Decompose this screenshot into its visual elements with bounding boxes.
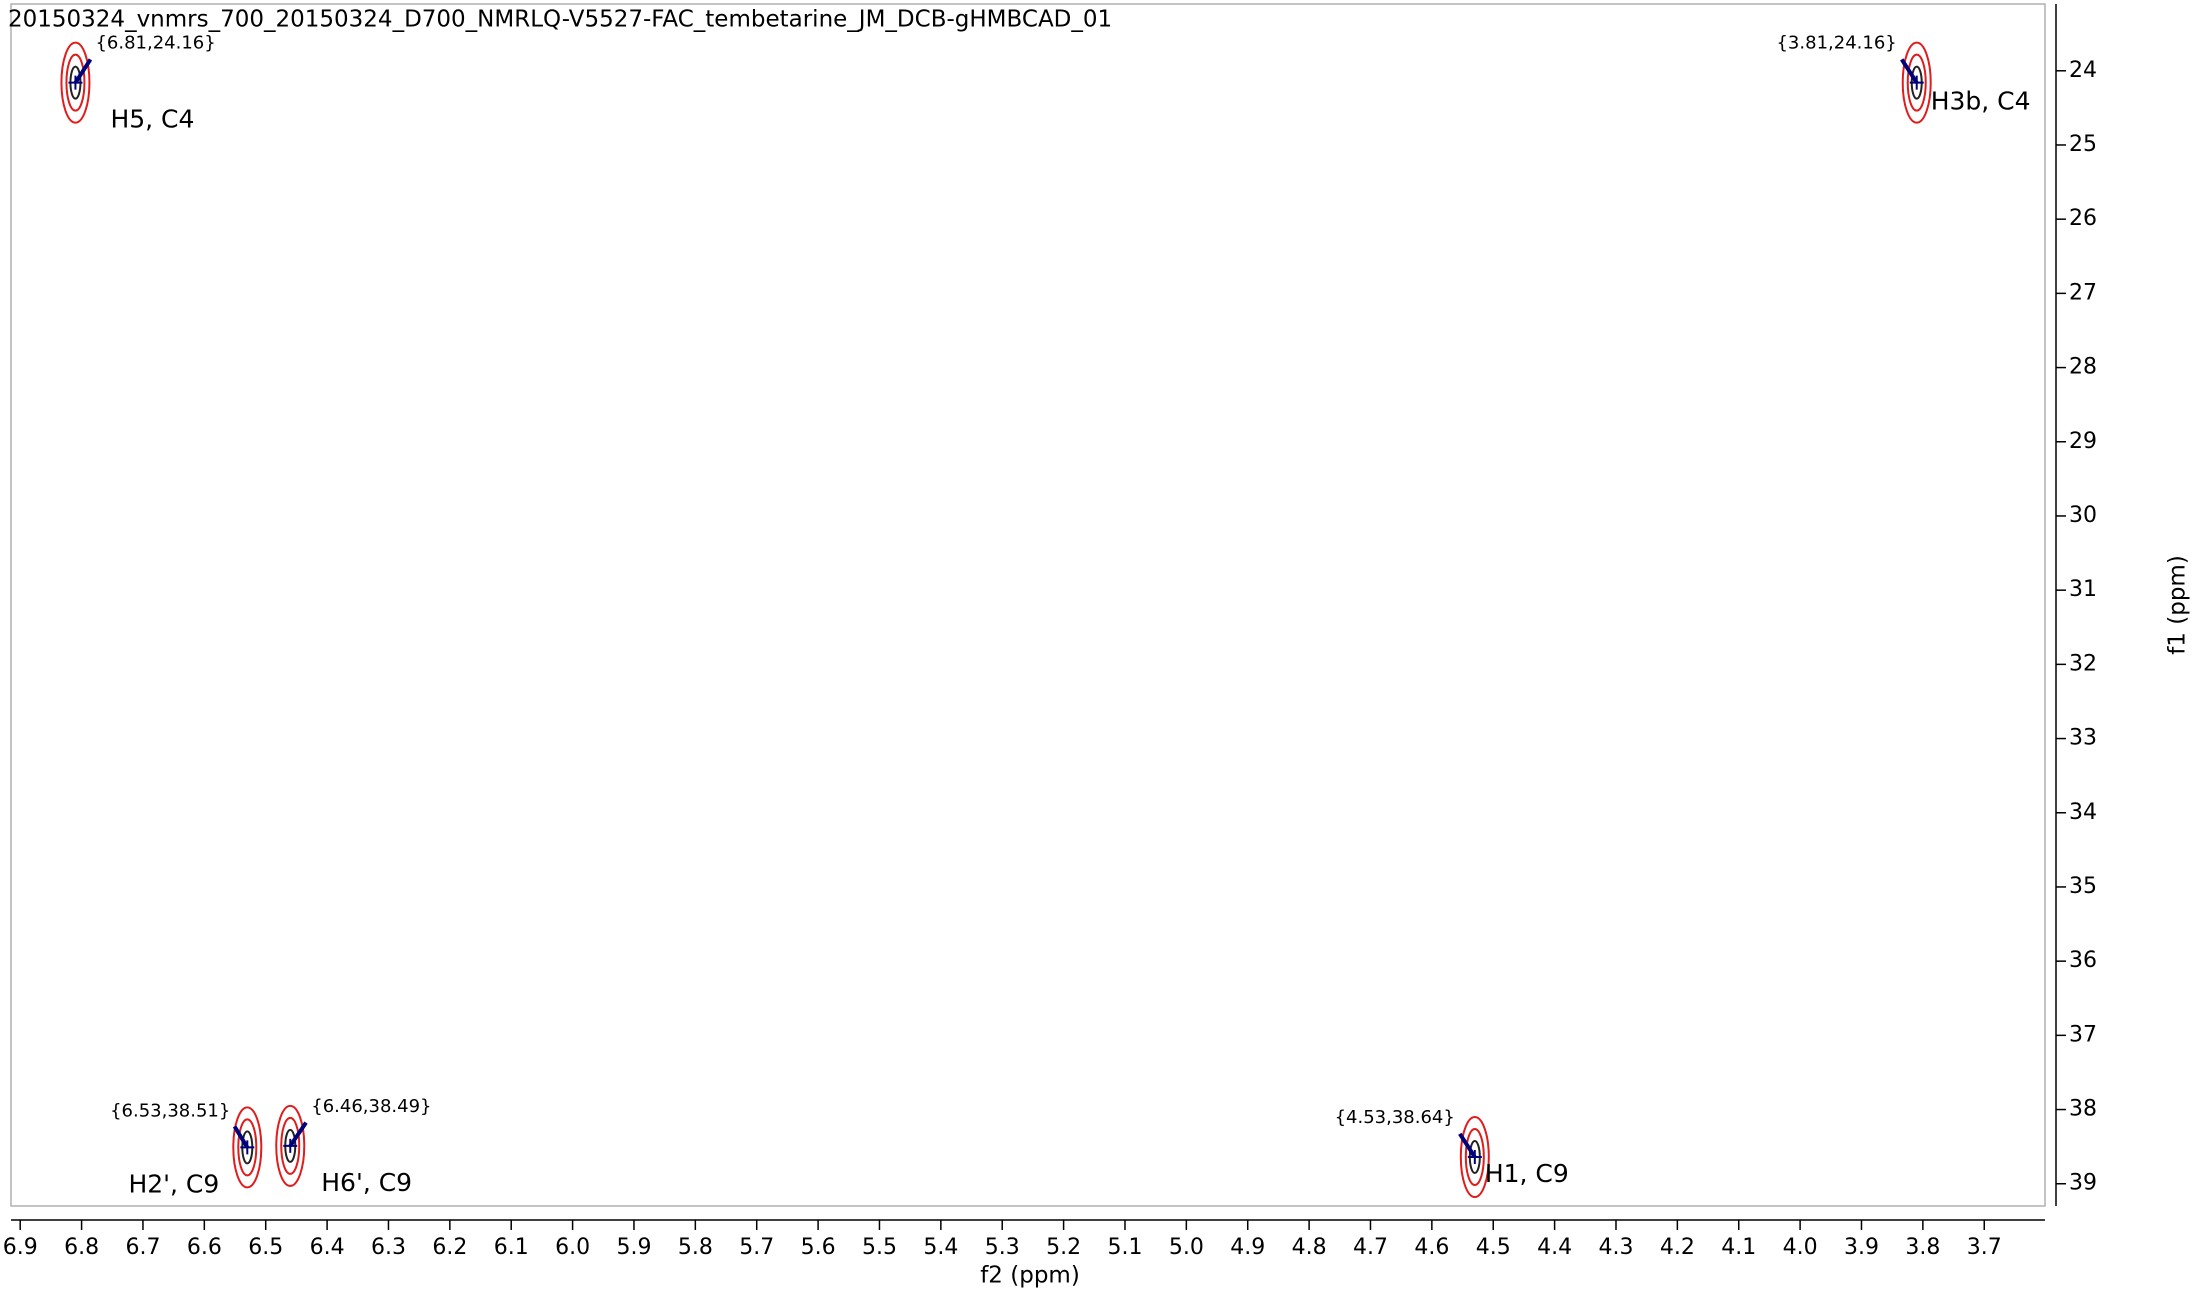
- x-tick-label: 4.0: [1783, 1235, 1818, 1260]
- y-tick-label: 36: [2069, 948, 2097, 973]
- x-tick-label: 5.4: [923, 1235, 958, 1260]
- x-tick-label: 5.2: [1046, 1235, 1081, 1260]
- x-tick-label: 4.3: [1598, 1235, 1633, 1260]
- contour: [275, 1104, 306, 1187]
- contour: [280, 1116, 301, 1175]
- peak-marker: [1467, 1150, 1482, 1165]
- x-tick-label: 6.2: [432, 1235, 467, 1260]
- x-tick-label: 4.6: [1414, 1235, 1449, 1260]
- x-tick-label: 4.7: [1353, 1235, 1388, 1260]
- x-tick-label: 4.1: [1721, 1235, 1756, 1260]
- plot-frame: [10, 3, 2046, 1207]
- y-tick-label: 27: [2069, 280, 2097, 305]
- y-tick-label: 24: [2069, 58, 2097, 83]
- contour: [1901, 41, 1932, 124]
- peak-pointer: [1458, 1132, 1477, 1159]
- y-tick-label: 25: [2069, 132, 2097, 157]
- x-tick-label: 5.1: [1107, 1235, 1142, 1260]
- x-tick-label: 4.2: [1660, 1235, 1695, 1260]
- peak-pointer: [288, 1121, 308, 1148]
- x-tick-label: 4.4: [1537, 1235, 1572, 1260]
- peak-annotation: H3b, C4: [1931, 87, 2031, 116]
- x-tick-label: 6.5: [248, 1235, 283, 1260]
- peak-pointer: [1900, 58, 1919, 84]
- contour: [60, 41, 91, 124]
- x-tick-label: 4.9: [1230, 1235, 1265, 1260]
- contour: [65, 53, 86, 112]
- y-tick-label: 31: [2069, 577, 2097, 602]
- peak-annotation: H2', C9: [128, 1169, 219, 1198]
- peak-value-label: {4.53,38.64}: [1335, 1107, 1455, 1128]
- y-tick-label: 37: [2069, 1022, 2097, 1047]
- y-tick-label: 32: [2069, 651, 2097, 676]
- x-tick-label: 6.3: [371, 1235, 406, 1260]
- peak-annotation: H1, C9: [1485, 1159, 1569, 1188]
- y-tick-label: 28: [2069, 355, 2097, 380]
- contour: [1906, 53, 1927, 112]
- x-tick-label: 4.8: [1292, 1235, 1327, 1260]
- x-tick-label: 5.9: [616, 1235, 651, 1260]
- peak-value-label: {6.81,24.16}: [95, 33, 215, 54]
- x-tick-label: 5.5: [862, 1235, 897, 1260]
- x-tick-label: 3.9: [1844, 1235, 1879, 1260]
- contour: [237, 1118, 258, 1177]
- contour: [1459, 1116, 1490, 1199]
- x-tick-label: 6.1: [494, 1235, 529, 1260]
- peak-pointer: [232, 1125, 250, 1149]
- y-tick-label: 26: [2069, 206, 2097, 231]
- y-tick-label: 38: [2069, 1097, 2097, 1122]
- y-tick-label: 30: [2069, 503, 2097, 528]
- chart-title: 20150324_vnmrs_700_20150324_D700_NMRLQ-V…: [8, 7, 1112, 33]
- y-tick-label: 34: [2069, 800, 2097, 825]
- peak-pointer: [73, 58, 93, 84]
- peak-value-label: {3.81,24.16}: [1776, 33, 1896, 54]
- contour: [232, 1106, 263, 1189]
- peak-value-label: {6.46,38.49}: [311, 1096, 431, 1117]
- x-tick-label: 6.8: [64, 1235, 99, 1260]
- peak-annotation: H5, C4: [110, 105, 194, 134]
- y-tick-label: 35: [2069, 874, 2097, 899]
- x-tick-label: 5.7: [739, 1235, 774, 1260]
- y-tick-label: 39: [2069, 1171, 2097, 1196]
- x-tick-label: 6.6: [187, 1235, 222, 1260]
- x-tick-label: 6.7: [125, 1235, 160, 1260]
- x-tick-label: 5.0: [1169, 1235, 1204, 1260]
- x-tick-label: 3.8: [1905, 1235, 1940, 1260]
- peak-value-label: {6.53,38.51}: [110, 1100, 230, 1121]
- y-tick-label: 33: [2069, 726, 2097, 751]
- y-axis-label: f1 (ppm): [2165, 555, 2191, 655]
- x-tick-label: 3.7: [1967, 1235, 2002, 1260]
- y-tick-label: 29: [2069, 429, 2097, 454]
- x-tick-label: 6.9: [3, 1235, 38, 1260]
- contour: [1464, 1128, 1485, 1187]
- x-axis-label: f2 (ppm): [980, 1263, 1080, 1289]
- x-tick-label: 5.3: [985, 1235, 1020, 1260]
- x-tick-label: 6.4: [310, 1235, 345, 1260]
- peak-annotation: H6', C9: [321, 1168, 412, 1197]
- x-tick-label: 4.5: [1476, 1235, 1511, 1260]
- x-tick-label: 5.6: [801, 1235, 836, 1260]
- x-tick-label: 5.8: [678, 1235, 713, 1260]
- peak-marker: [68, 75, 83, 90]
- x-tick-label: 6.0: [555, 1235, 590, 1260]
